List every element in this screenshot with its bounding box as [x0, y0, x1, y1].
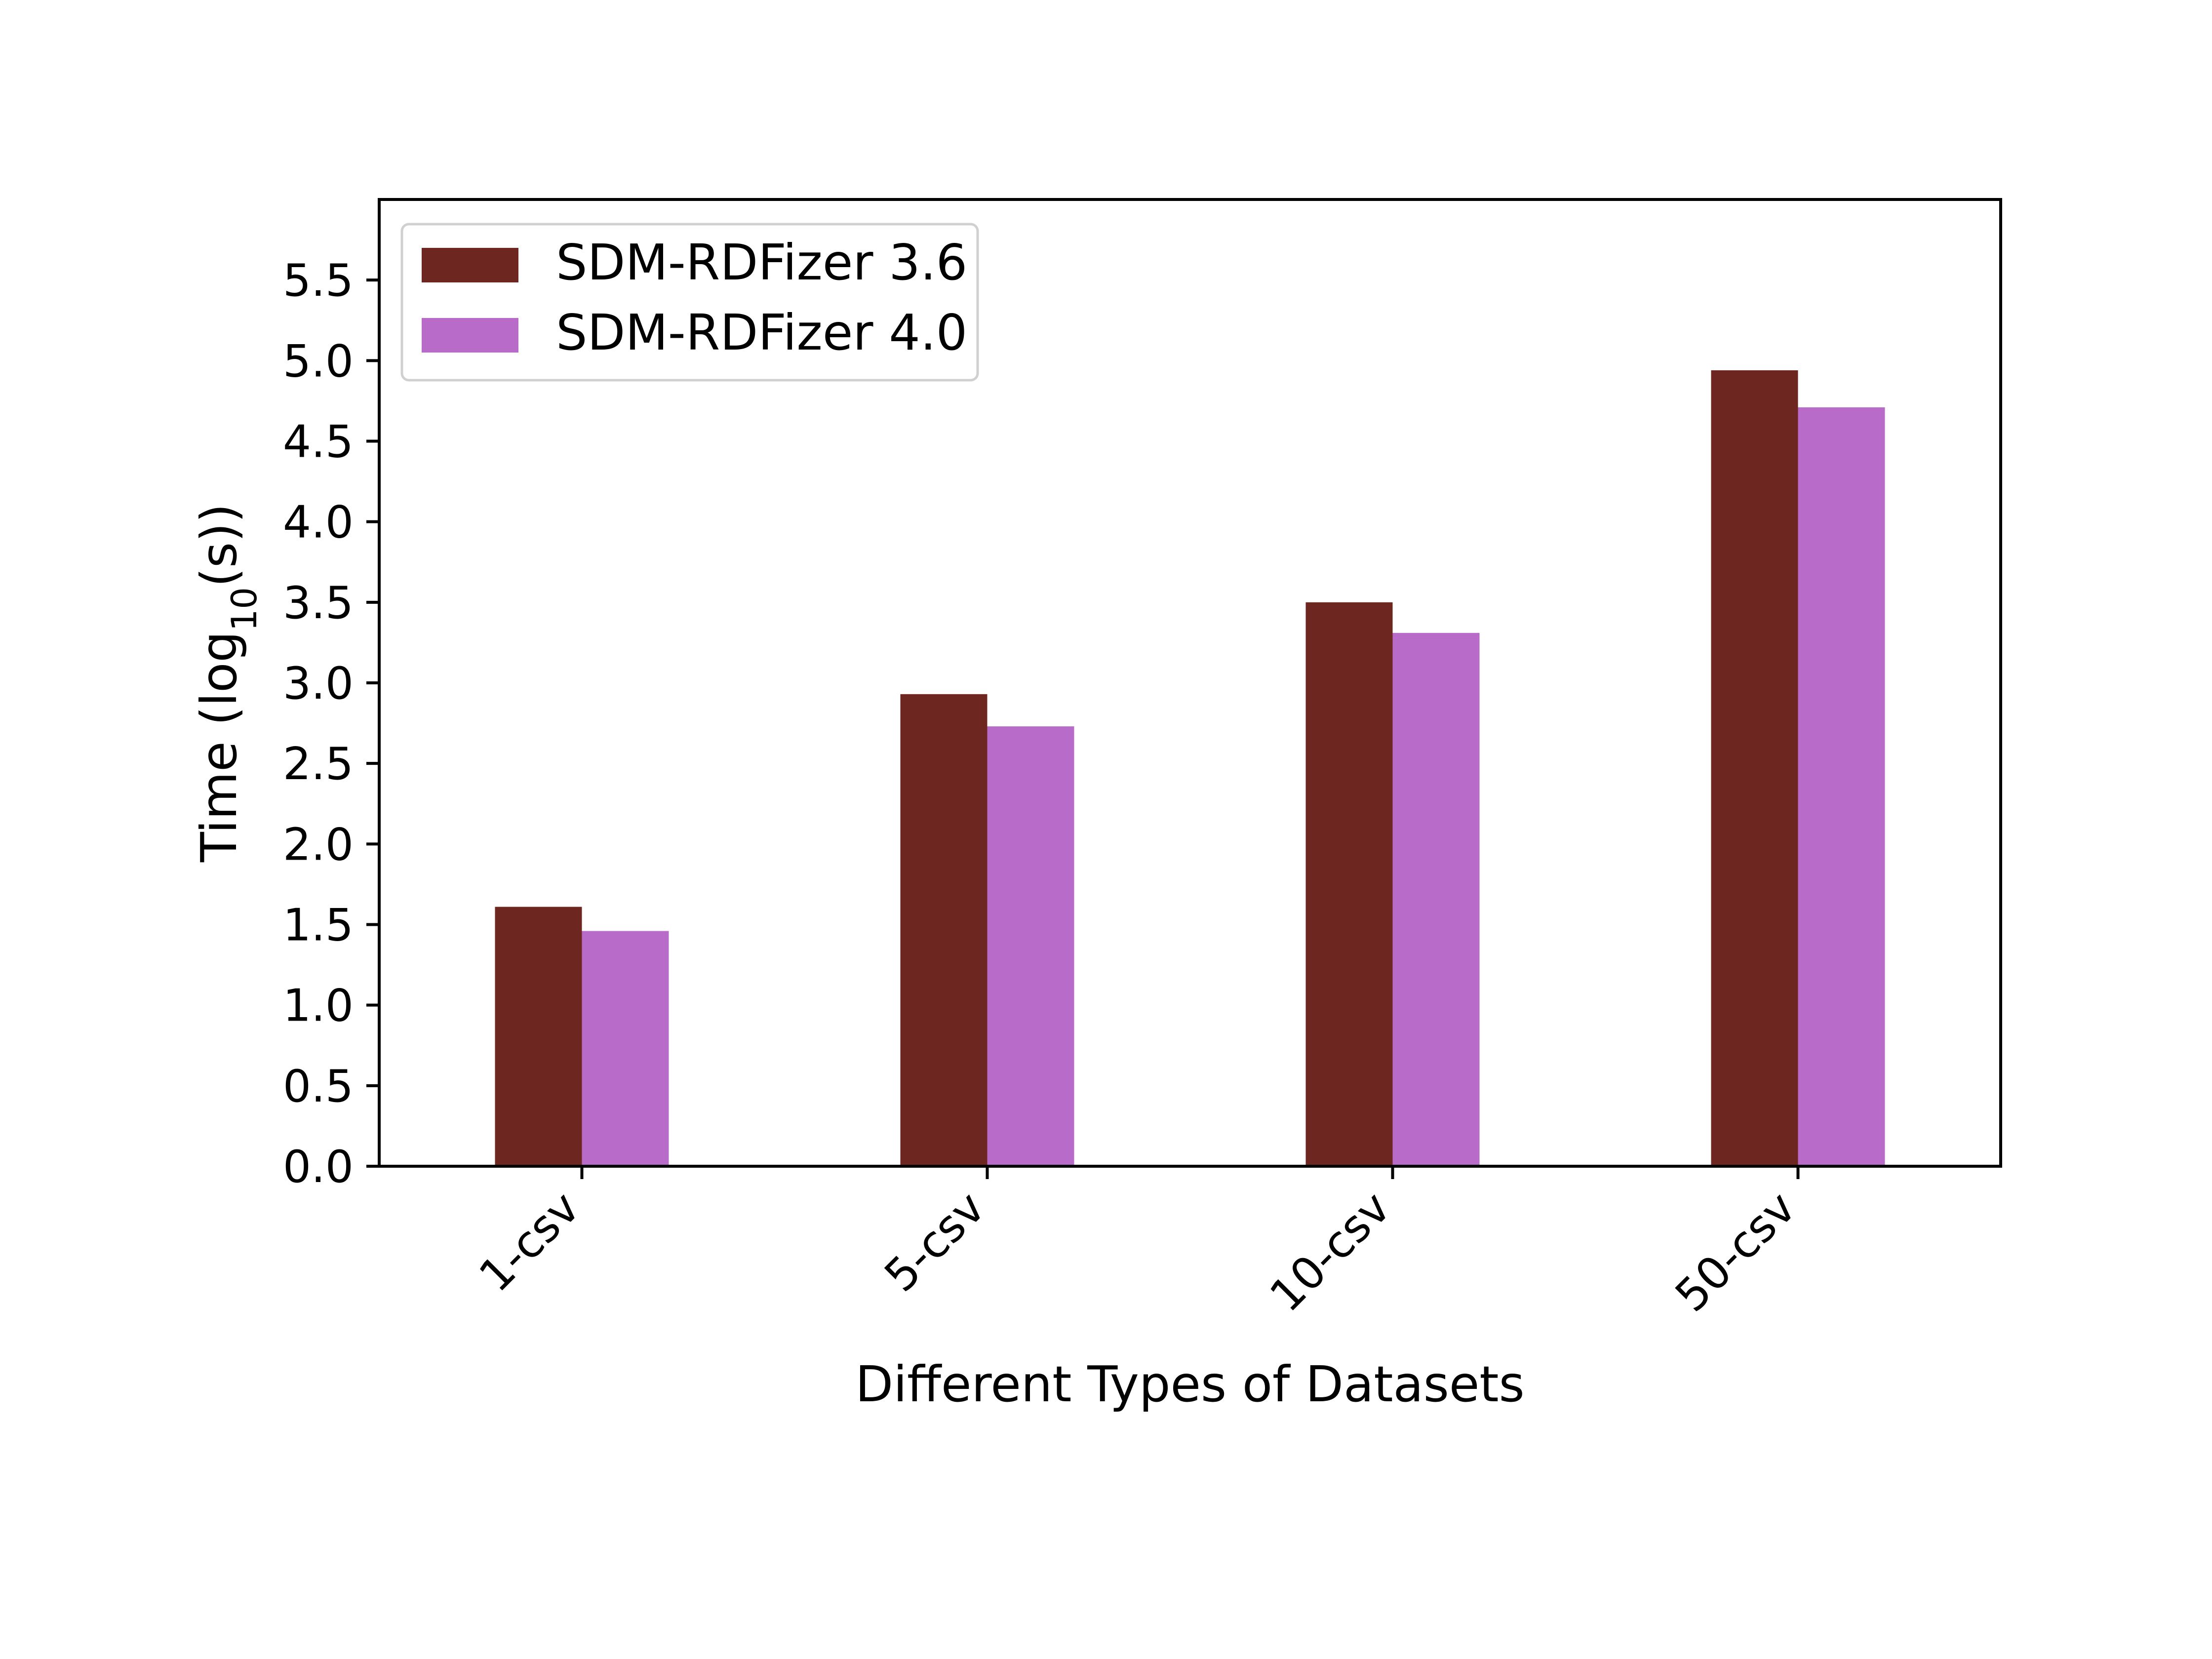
- y-axis-label-subscript: 10: [224, 587, 265, 631]
- y-tick-label: 1.0: [283, 980, 354, 1032]
- legend-label-1: SDM-RDFizer 3.6: [556, 234, 967, 291]
- bar-2-5-csv: [987, 726, 1074, 1166]
- y-tick-label: 0.0: [283, 1141, 354, 1193]
- x-tick-label: 50-csv: [1665, 1182, 1806, 1322]
- y-tick-label: 2.5: [283, 738, 354, 790]
- legend: SDM-RDFizer 3.6 SDM-RDFizer 4.0: [400, 223, 979, 382]
- x-axis-label: Different Types of Datasets: [855, 1355, 1524, 1413]
- legend-box: [400, 223, 979, 382]
- y-axis-label-prefix: Time (log: [190, 631, 248, 863]
- x-tick-label: 5-csv: [875, 1182, 995, 1302]
- y-tick-label: 5.0: [283, 335, 354, 387]
- legend-label-2: SDM-RDFizer 4.0: [556, 304, 967, 361]
- bar-2-50-csv: [1798, 407, 1885, 1166]
- y-tick-label: 2.0: [283, 819, 354, 870]
- bar-1-1-csv: [495, 907, 582, 1166]
- y-axis-label-suffix: (s)): [190, 504, 248, 587]
- y-tick-label: 0.5: [283, 1061, 354, 1112]
- x-tick-label: 1-csv: [470, 1182, 590, 1302]
- bar-1-50-csv: [1711, 370, 1798, 1166]
- y-tick-label: 4.5: [283, 416, 354, 468]
- bar-2-10-csv: [1392, 632, 1480, 1166]
- y-tick-label: 3.0: [283, 658, 354, 710]
- y-axis-label: Time (log10(s)): [190, 504, 265, 863]
- y-tick-label: 1.5: [283, 900, 354, 951]
- bar-1-10-csv: [1305, 602, 1393, 1166]
- y-tick-label: 5.5: [283, 255, 354, 307]
- y-tick-label: 3.5: [283, 577, 354, 629]
- bar-1-5-csv: [900, 694, 988, 1166]
- x-tick-label: 10-csv: [1260, 1182, 1400, 1322]
- bars-layer: [495, 370, 1885, 1166]
- y-tick-label: 4.0: [283, 497, 354, 549]
- legend-swatch-1: [422, 248, 518, 282]
- legend-swatch-2: [422, 318, 518, 353]
- bar-2-1-csv: [582, 931, 669, 1166]
